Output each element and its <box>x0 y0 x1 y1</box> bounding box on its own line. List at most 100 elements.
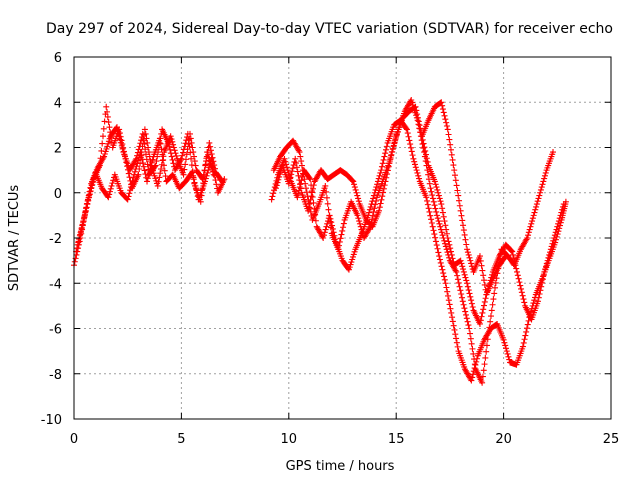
data-point <box>140 160 147 167</box>
data-point <box>429 192 436 199</box>
data-point <box>351 184 358 191</box>
data-point <box>356 218 363 225</box>
data-point <box>428 188 435 195</box>
data-point <box>423 194 430 201</box>
y-tick-label: 6 <box>54 51 62 66</box>
data-point <box>305 197 312 204</box>
data-point <box>408 148 415 155</box>
data-point <box>557 212 564 219</box>
data-point <box>101 118 108 125</box>
data-point <box>439 102 446 109</box>
data-point <box>436 253 443 260</box>
data-point <box>99 133 106 140</box>
data-point <box>532 206 539 213</box>
data-point <box>127 187 134 194</box>
data-point <box>309 189 316 196</box>
data-point <box>518 285 525 292</box>
data-point <box>328 219 335 226</box>
data-point <box>467 293 474 300</box>
data-point <box>205 167 212 174</box>
data-point <box>388 151 395 158</box>
data-point <box>134 152 141 159</box>
data-point <box>127 184 134 191</box>
data-point <box>182 156 189 163</box>
data-point <box>502 342 509 349</box>
data-point <box>515 275 522 282</box>
data-point <box>424 197 431 204</box>
data-point <box>304 193 311 200</box>
data-point <box>461 305 468 312</box>
chart-title: Day 297 of 2024, Sidereal Day-to-day VTE… <box>46 21 613 37</box>
data-point <box>155 178 162 185</box>
data-point <box>124 196 131 203</box>
data-point <box>520 296 527 303</box>
data-point <box>141 167 148 174</box>
data-point <box>526 226 533 233</box>
series-trace-3 <box>75 124 217 246</box>
data-point <box>180 146 187 153</box>
data-point <box>76 236 83 243</box>
data-point <box>141 141 148 148</box>
data-point <box>106 188 113 195</box>
data-point <box>198 192 205 199</box>
data-point <box>327 218 334 225</box>
data-point <box>85 192 92 199</box>
data-point <box>531 209 538 216</box>
data-point <box>457 207 464 214</box>
data-point <box>307 205 314 212</box>
data-point <box>525 317 532 324</box>
data-point <box>459 217 466 224</box>
data-point <box>443 119 450 126</box>
data-point <box>460 268 467 275</box>
data-point <box>167 150 174 157</box>
data-point <box>367 223 374 230</box>
data-point <box>187 149 194 156</box>
data-point <box>199 186 206 193</box>
data-point <box>511 258 518 265</box>
data-point <box>458 212 465 219</box>
data-point <box>354 212 361 219</box>
data-point <box>153 158 160 165</box>
data-point <box>440 270 447 277</box>
data-point <box>183 151 190 158</box>
data-point <box>132 157 139 164</box>
data-point <box>409 152 416 159</box>
x-tick-label: 5 <box>177 432 185 447</box>
data-point <box>382 150 389 157</box>
data-point <box>105 119 112 126</box>
data-point <box>447 248 454 255</box>
data-point <box>75 239 82 246</box>
data-point <box>325 206 332 213</box>
data-point <box>373 197 380 204</box>
data-point <box>310 199 317 206</box>
data-point <box>375 175 382 182</box>
data-point <box>464 249 471 256</box>
data-point <box>416 175 423 182</box>
data-point <box>100 154 107 161</box>
data-point <box>482 354 489 361</box>
data-point <box>211 172 218 179</box>
data-point <box>441 218 448 225</box>
data-point <box>297 181 304 188</box>
data-point <box>464 280 471 287</box>
data-point <box>143 156 150 163</box>
data-point <box>435 218 442 225</box>
data-point <box>287 174 294 181</box>
data-point <box>481 281 488 288</box>
data-point <box>391 139 398 146</box>
data-point <box>309 185 316 192</box>
data-point <box>518 289 525 296</box>
data-point <box>439 209 446 216</box>
data-point <box>168 153 175 160</box>
data-point <box>109 180 116 187</box>
data-point <box>107 185 114 192</box>
data-point <box>453 335 460 342</box>
data-point <box>103 103 110 110</box>
data-point <box>98 147 105 154</box>
data-point <box>104 113 111 120</box>
data-point <box>536 290 543 297</box>
data-point <box>480 367 487 374</box>
data-point <box>487 313 494 320</box>
data-point <box>437 223 444 230</box>
data-point <box>297 185 304 192</box>
